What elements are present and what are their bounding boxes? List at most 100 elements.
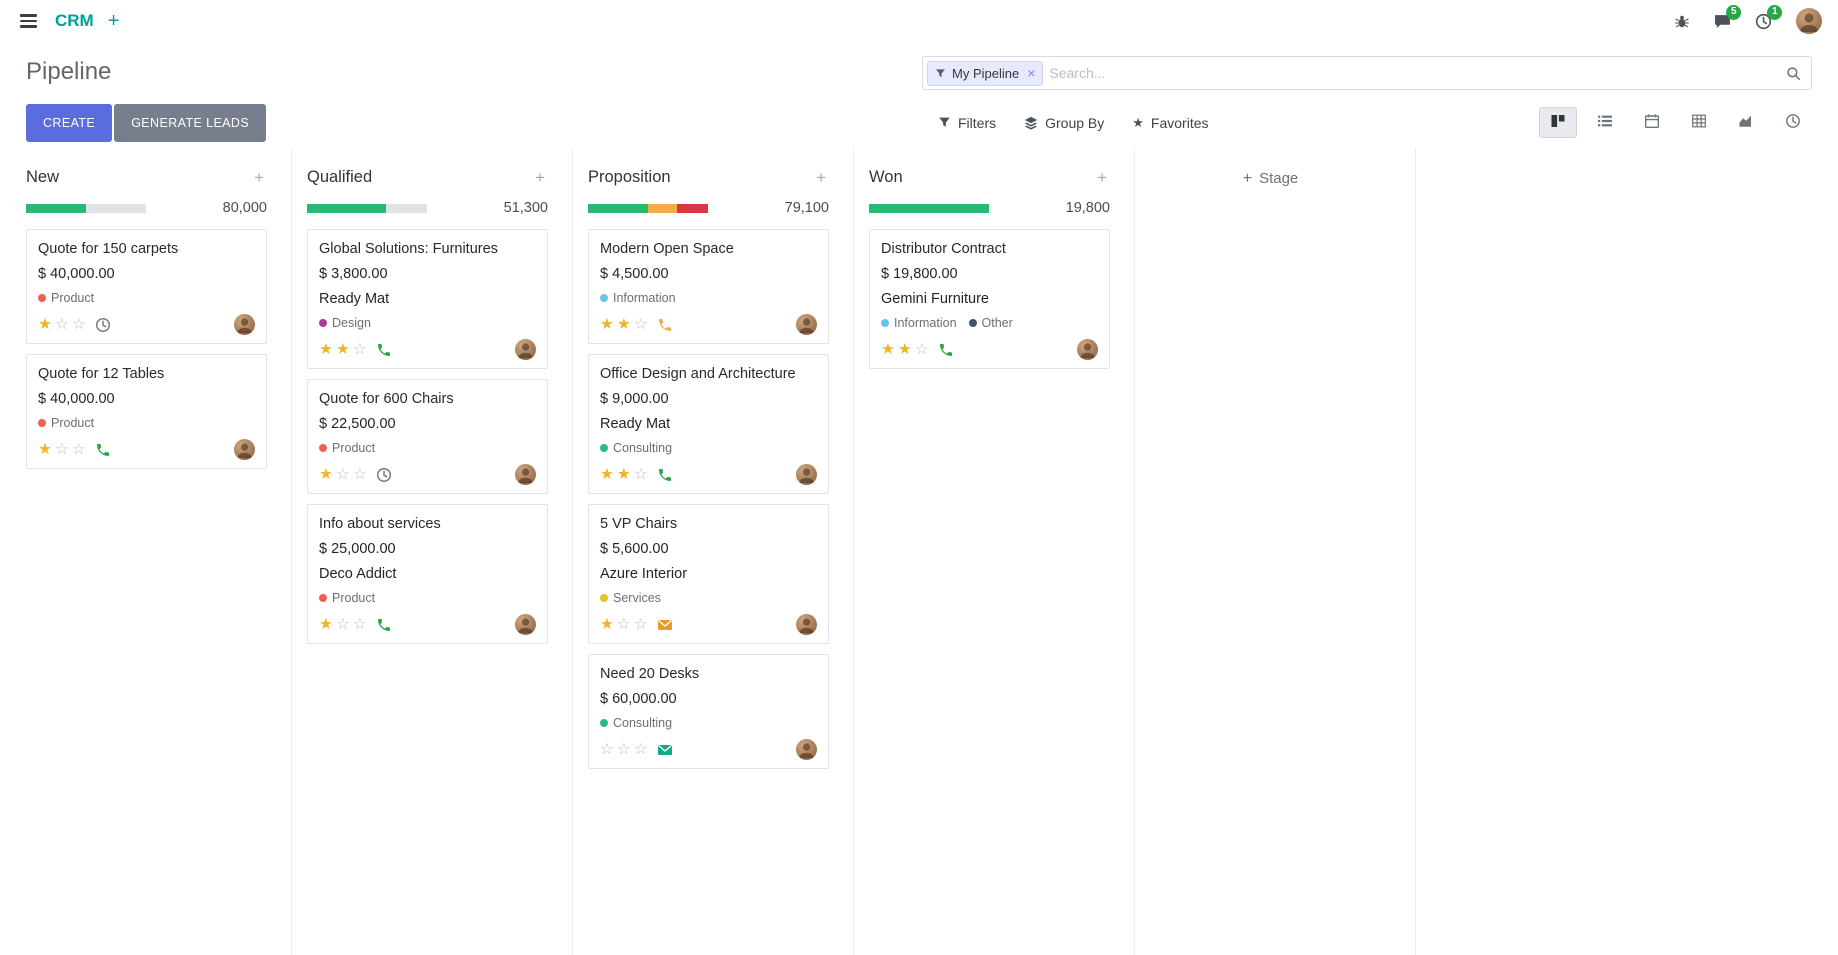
view-pivot-button[interactable]	[1680, 107, 1718, 138]
priority-star-icon[interactable]: ★	[319, 340, 333, 358]
priority-star-icon[interactable]: ☆	[616, 740, 631, 758]
view-activity-button[interactable]	[1774, 107, 1812, 138]
activities-icon[interactable]: 1	[1755, 4, 1782, 30]
envelope-icon[interactable]	[657, 742, 673, 758]
progress-segment[interactable]	[386, 203, 427, 213]
priority-star-icon[interactable]: ★	[38, 315, 52, 333]
clock-icon[interactable]	[376, 467, 392, 483]
priority-star-icon[interactable]: ☆	[54, 315, 69, 333]
column-title[interactable]: Qualified	[307, 168, 373, 186]
kanban-card[interactable]: Office Design and Architecture $ 9,000.0…	[588, 354, 829, 494]
priority-star-icon[interactable]: ☆	[352, 340, 367, 358]
user-menu-button[interactable]	[1796, 8, 1822, 34]
priority-star-icon[interactable]: ★	[616, 315, 631, 333]
priority-star-icon[interactable]: ☆	[616, 615, 631, 633]
salesperson-avatar[interactable]	[796, 739, 817, 760]
priority-star-icon[interactable]: ★	[600, 465, 614, 483]
kanban-card[interactable]: Distributor Contract $ 19,800.00 Gemini …	[869, 229, 1110, 369]
salesperson-avatar[interactable]	[234, 439, 255, 460]
column-quick-add-icon[interactable]: +	[251, 169, 267, 186]
priority-star-icon[interactable]: ★	[38, 440, 52, 458]
phone-icon[interactable]	[938, 342, 954, 358]
priority-star-icon[interactable]: ★	[319, 465, 333, 483]
view-list-button[interactable]	[1586, 107, 1624, 138]
priority-star-icon[interactable]: ☆	[335, 615, 350, 633]
kanban-card[interactable]: Info about services $ 25,000.00 Deco Add…	[307, 504, 548, 644]
column-title[interactable]: Proposition	[588, 168, 671, 186]
priority-star-icon[interactable]: ☆	[633, 615, 648, 633]
progress-segment[interactable]	[648, 203, 677, 213]
filters-button[interactable]: Filters	[938, 115, 996, 131]
remove-facet-icon[interactable]: ×	[1027, 65, 1036, 81]
priority-star-icon[interactable]: ★	[319, 615, 333, 633]
priority-star-icon[interactable]: ☆	[71, 315, 86, 333]
priority-star-icon[interactable]: ☆	[914, 340, 929, 358]
progress-segment[interactable]	[86, 203, 146, 213]
salesperson-avatar[interactable]	[1077, 339, 1098, 360]
priority-star-icon[interactable]: ☆	[633, 315, 648, 333]
salesperson-avatar[interactable]	[515, 614, 536, 635]
salesperson-avatar[interactable]	[796, 614, 817, 635]
kanban-card[interactable]: Need 20 Desks $ 60,000.00 Consulting ☆ ☆ ☆	[588, 654, 829, 769]
kanban-card[interactable]: Modern Open Space $ 4,500.00 Information…	[588, 229, 829, 344]
priority-star-icon[interactable]: ★	[335, 340, 350, 358]
priority-star-icon[interactable]: ☆	[352, 615, 367, 633]
priority-star-icon[interactable]: ☆	[633, 465, 648, 483]
column-title[interactable]: Won	[869, 168, 903, 186]
favorites-button[interactable]: ★ Favorites	[1132, 115, 1208, 131]
generate-leads-button[interactable]: GENERATE LEADS	[114, 103, 267, 142]
envelope-icon[interactable]	[657, 617, 673, 633]
phone-icon[interactable]	[376, 342, 392, 358]
search-bar[interactable]: My Pipeline ×	[922, 56, 1812, 90]
add-stage-button[interactable]: + Stage	[1243, 170, 1299, 187]
progress-segment[interactable]	[869, 203, 989, 213]
app-brand[interactable]: CRM	[55, 11, 94, 30]
phone-icon[interactable]	[657, 467, 673, 483]
salesperson-avatar[interactable]	[515, 339, 536, 360]
priority-star-icon[interactable]: ☆	[600, 740, 614, 758]
create-button[interactable]: CREATE	[26, 103, 113, 142]
column-quick-add-icon[interactable]: +	[1094, 169, 1110, 186]
priority-star-icon[interactable]: ☆	[352, 465, 367, 483]
view-calendar-button[interactable]	[1633, 107, 1671, 138]
progress-segment[interactable]	[588, 203, 648, 213]
priority-star-icon[interactable]: ★	[600, 315, 614, 333]
salesperson-avatar[interactable]	[234, 314, 255, 335]
kanban-card[interactable]: Quote for 12 Tables $ 40,000.00 Product …	[26, 354, 267, 469]
priority-star-icon[interactable]: ★	[881, 340, 895, 358]
messages-icon[interactable]: 5	[1714, 4, 1741, 30]
plus-icon[interactable]: +	[107, 10, 120, 32]
salesperson-avatar[interactable]	[796, 314, 817, 335]
view-graph-button[interactable]	[1727, 107, 1765, 138]
kanban-card[interactable]: 5 VP Chairs $ 5,600.00 Azure Interior Se…	[588, 504, 829, 644]
kanban-card[interactable]: Quote for 600 Chairs $ 22,500.00 Product…	[307, 379, 548, 494]
search-facet[interactable]: My Pipeline ×	[927, 60, 1044, 86]
apps-menu-icon[interactable]	[16, 10, 41, 32]
salesperson-avatar[interactable]	[515, 464, 536, 485]
phone-icon[interactable]	[657, 317, 673, 333]
progress-segment[interactable]	[26, 203, 86, 213]
priority-star-icon[interactable]: ★	[600, 615, 614, 633]
salesperson-avatar[interactable]	[796, 464, 817, 485]
column-quick-add-icon[interactable]: +	[532, 169, 548, 186]
phone-icon[interactable]	[95, 442, 111, 458]
group-by-button[interactable]: Group By	[1024, 115, 1104, 131]
kanban-card[interactable]: Quote for 150 carpets $ 40,000.00 Produc…	[26, 229, 267, 344]
priority-star-icon[interactable]: ★	[897, 340, 912, 358]
search-icon[interactable]	[1786, 66, 1801, 81]
priority-star-icon[interactable]: ☆	[71, 440, 86, 458]
priority-star-icon[interactable]: ★	[616, 465, 631, 483]
phone-icon[interactable]	[376, 617, 392, 633]
kanban-card[interactable]: Global Solutions: Furnitures $ 3,800.00 …	[307, 229, 548, 369]
priority-star-icon[interactable]: ☆	[54, 440, 69, 458]
priority-star-icon[interactable]: ☆	[335, 465, 350, 483]
debug-icon[interactable]	[1674, 13, 1690, 29]
progress-segment[interactable]	[307, 203, 387, 213]
priority-star-icon[interactable]: ☆	[633, 740, 648, 758]
progress-segment[interactable]	[676, 203, 708, 213]
view-kanban-button[interactable]	[1539, 107, 1577, 138]
clock-icon[interactable]	[95, 317, 111, 333]
column-quick-add-icon[interactable]: +	[813, 169, 829, 186]
column-title[interactable]: New	[26, 168, 60, 186]
search-input[interactable]	[1049, 65, 1786, 81]
